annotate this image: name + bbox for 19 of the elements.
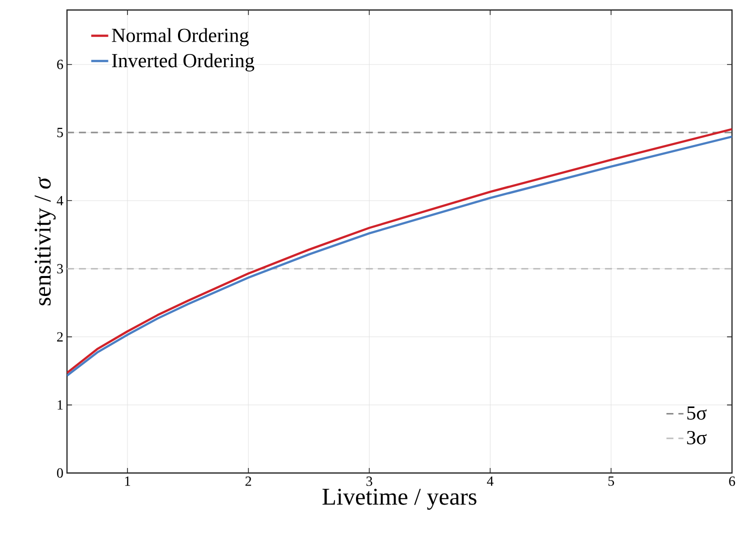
x-tick-label: 3 xyxy=(366,476,372,486)
y-tick-label: 6 xyxy=(57,60,64,70)
y-tick-label: 1 xyxy=(58,400,63,410)
x-tick-label: 5 xyxy=(608,476,614,486)
x-axis-title: Livetime / years xyxy=(322,488,476,510)
x-tick-label: 1 xyxy=(125,476,130,486)
x-tick-label: 4 xyxy=(486,476,494,486)
y-axis-title: sensitivity / σ xyxy=(34,176,56,306)
x-tick-label: 2 xyxy=(245,476,252,486)
x-tick-label: 6 xyxy=(729,476,736,486)
y-tick-label: 4 xyxy=(56,196,64,206)
y-tick-label: 3 xyxy=(57,264,63,274)
y-tick-label: 0 xyxy=(57,468,63,478)
y-tick-label: 5 xyxy=(57,128,63,138)
y-tick-label: 2 xyxy=(57,332,63,342)
legend-label: Normal Ordering xyxy=(112,28,249,46)
legend-label: Inverted Ordering xyxy=(112,53,254,72)
legend-label: 5σ xyxy=(687,406,707,420)
legend-label: 3σ xyxy=(687,430,707,444)
